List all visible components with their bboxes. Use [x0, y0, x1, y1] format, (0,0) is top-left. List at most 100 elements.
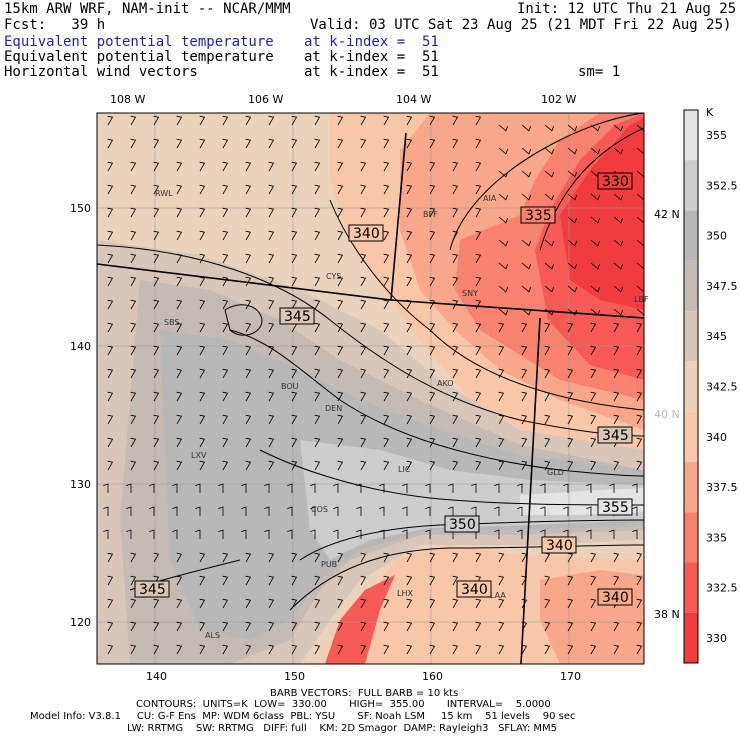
wind-barb: [383, 575, 390, 586]
wind-barb: [521, 193, 532, 201]
wind-barb: [291, 644, 298, 655]
wind-barb: [126, 506, 132, 516]
wind-barb: [153, 230, 160, 241]
wind-barb: [567, 216, 578, 224]
wind-barb: [498, 460, 505, 471]
wind-barb: [153, 253, 160, 264]
field-south-warm: [325, 575, 395, 664]
wind-barb: [176, 184, 183, 195]
wind-barb: [360, 460, 367, 471]
wind-barb: [636, 345, 643, 356]
wind-barb: [176, 644, 183, 655]
wind-barb: [264, 529, 270, 539]
wind-barb: [498, 239, 509, 247]
wind-barb: [544, 414, 551, 425]
wind-barb: [245, 598, 252, 609]
wind-barb: [498, 308, 509, 316]
wind-barb: [475, 460, 482, 471]
wind-barb: [636, 575, 643, 586]
wind-barb: [337, 230, 344, 241]
station-cys: CYS: [326, 272, 341, 281]
wind-barb: [107, 644, 114, 655]
wind-barb: [245, 253, 252, 264]
wind-barb: [130, 644, 137, 655]
wind-barb: [130, 230, 137, 241]
wind-barb: [107, 598, 114, 609]
wind-barb: [475, 598, 482, 609]
wind-barb: [429, 598, 436, 609]
wind-barb: [429, 414, 436, 425]
colorbar-swatch-345: [684, 311, 698, 362]
wind-barb: [268, 253, 275, 264]
wind-barb: [383, 230, 390, 241]
wind-barb: [360, 368, 367, 379]
wind-barb: [153, 161, 160, 172]
wind-barb: [406, 115, 413, 126]
wind-barb: [291, 575, 298, 586]
wind-barb: [383, 621, 390, 632]
wind-barb: [406, 575, 413, 586]
wind-barb: [314, 138, 321, 149]
wind-barb: [245, 115, 252, 126]
wind-barb: [287, 506, 293, 516]
wind-barb: [590, 598, 597, 609]
wind-barb: [540, 529, 546, 539]
wind-barb: [636, 621, 643, 632]
wind-barb: [383, 115, 390, 126]
wind-barb: [360, 598, 367, 609]
wind-barb: [406, 621, 413, 632]
wind-barb: [452, 299, 459, 310]
wind-barb: [130, 299, 137, 310]
wind-barb: [590, 437, 597, 448]
valid-time: Valid: 03 UTC Sat 23 Aug 25 (21 MDT Fri …: [310, 17, 732, 33]
wind-barb: [199, 644, 206, 655]
wind-barb: [337, 437, 344, 448]
wind-barb: [222, 230, 229, 241]
wind-barb: [452, 184, 459, 195]
wind-barb: [498, 414, 505, 425]
wind-barb: [222, 391, 229, 402]
lon-label-106w: 106 W: [248, 93, 283, 106]
wind-barb: [268, 621, 275, 632]
wind-barb: [222, 322, 229, 333]
wind-barb: [176, 552, 183, 563]
station-lhx: LHX: [397, 589, 413, 598]
wind-barb: [498, 262, 509, 270]
colorbar-label-335: 335: [706, 531, 727, 544]
wind-barb: [245, 230, 252, 241]
wind-barb: [429, 138, 436, 149]
wind-barb: [632, 529, 638, 539]
wind-barb: [590, 308, 601, 316]
wind-barb: [199, 230, 206, 241]
station-lbf: LBF: [634, 295, 649, 304]
wind-barb: [429, 230, 436, 241]
wind-barb: [498, 193, 509, 201]
wind-barb: [590, 368, 597, 379]
wind-barb: [107, 299, 114, 310]
wind-barb: [360, 276, 367, 287]
wind-barb: [245, 345, 252, 356]
wind-barb: [199, 253, 206, 264]
wind-barb: [636, 460, 643, 471]
model-title: 15km ARW WRF, NAM-init -- NCAR/MMM: [4, 1, 291, 17]
wind-barb: [406, 552, 413, 563]
wind-barb: [636, 368, 643, 379]
wind-barb: [383, 460, 390, 471]
wind-barb: [268, 414, 275, 425]
wind-barb: [333, 483, 339, 493]
wind-barb: [613, 552, 620, 563]
lon-label-102w: 102 W: [541, 93, 576, 106]
field-3-name: Horizontal wind vectors: [4, 64, 198, 80]
colorbar-frame: [683, 109, 699, 664]
wind-barb: [107, 368, 114, 379]
lat-label-42n: 42 N: [654, 208, 680, 221]
station-lic: LIC: [398, 465, 411, 474]
wind-barb: [337, 414, 344, 425]
wind-barb: [475, 253, 482, 264]
contour-label-330: 330: [597, 172, 633, 190]
wind-barb: [176, 253, 183, 264]
wind-barb: [567, 391, 574, 402]
wind-barb: [636, 322, 643, 333]
wind-barb: [222, 161, 229, 172]
wind-barb: [636, 391, 643, 402]
